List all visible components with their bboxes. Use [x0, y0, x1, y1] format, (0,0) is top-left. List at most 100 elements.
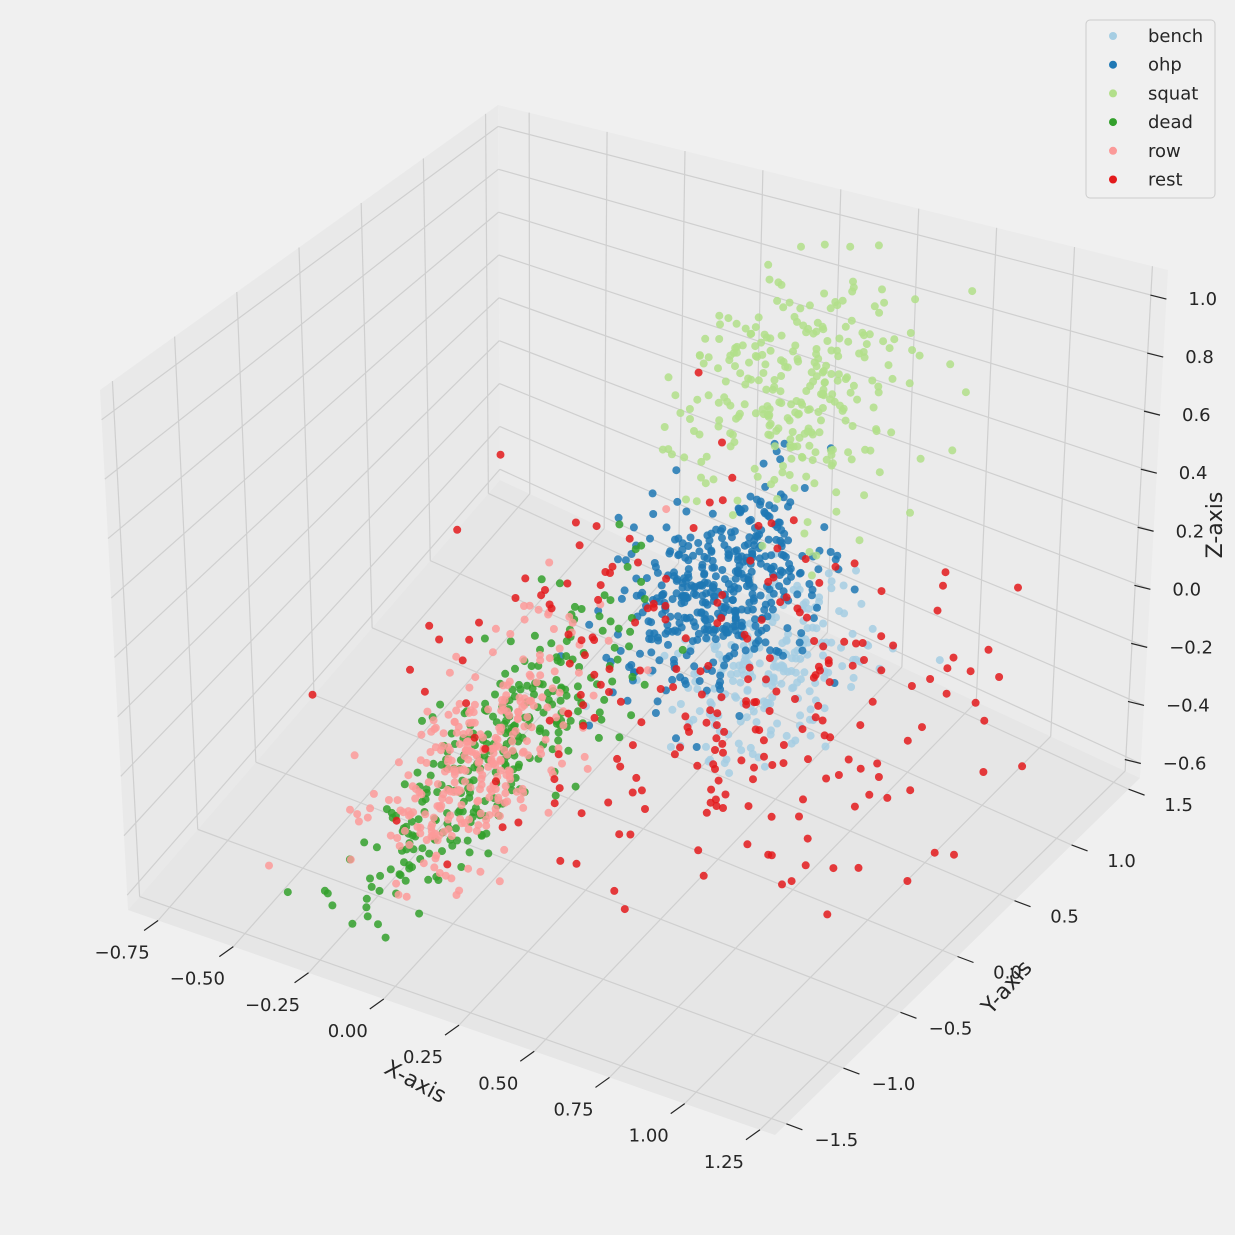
point-rest — [860, 656, 868, 664]
point-ohp — [761, 600, 770, 609]
point-squat — [841, 416, 850, 425]
point-ohp — [755, 554, 764, 563]
point-squat — [786, 435, 795, 444]
point-bench — [837, 643, 845, 652]
point-rest — [772, 687, 781, 696]
point-row — [494, 793, 503, 802]
point-rest — [697, 690, 706, 699]
z-tick-label: 0.2 — [1176, 521, 1205, 542]
point-rest — [791, 695, 799, 703]
point-rest — [556, 856, 565, 865]
point-dead — [530, 690, 538, 699]
point-rest — [637, 718, 646, 727]
point-squat — [948, 446, 957, 455]
point-bench — [803, 624, 812, 633]
z-tick — [1137, 526, 1154, 532]
point-squat — [906, 329, 915, 337]
pane-left — [100, 105, 500, 910]
point-rest — [754, 521, 763, 530]
point-rest — [966, 667, 975, 676]
point-bench — [787, 739, 796, 748]
point-row — [474, 758, 483, 767]
point-rest — [641, 805, 649, 813]
point-squat — [764, 430, 773, 439]
point-squat — [862, 340, 871, 349]
z-grid-back — [497, 125, 1167, 300]
point-dead — [610, 643, 619, 652]
x-grid-back — [678, 151, 686, 564]
point-dead — [348, 919, 357, 928]
point-squat — [762, 385, 771, 394]
y-grid-left — [422, 158, 431, 561]
point-row — [543, 703, 552, 712]
point-row — [437, 801, 446, 810]
point-row — [353, 810, 362, 819]
point-rest — [625, 534, 634, 543]
x-grid-back — [975, 227, 998, 702]
point-rest — [877, 666, 886, 675]
point-squat — [765, 275, 774, 284]
point-rest — [757, 615, 766, 624]
point-ohp — [757, 626, 766, 635]
point-rest — [616, 697, 625, 706]
point-ohp — [772, 535, 781, 544]
point-row — [519, 655, 528, 664]
point-row — [496, 766, 505, 775]
point-row — [394, 758, 403, 767]
point-row — [444, 825, 453, 834]
point-row — [485, 793, 494, 802]
point-rest — [737, 756, 746, 765]
point-squat — [820, 240, 829, 249]
point-dead — [627, 711, 636, 720]
point-squat — [800, 529, 809, 538]
point-ohp — [703, 621, 712, 630]
point-rest — [565, 659, 574, 668]
point-row — [452, 891, 461, 899]
point-row — [450, 770, 459, 779]
point-row — [589, 691, 598, 700]
point-ohp — [783, 624, 792, 633]
point-rest — [596, 581, 605, 590]
point-row — [485, 811, 494, 820]
point-ohp — [730, 527, 739, 536]
point-dead — [595, 612, 604, 621]
point-squat — [751, 409, 760, 418]
point-ohp — [785, 567, 794, 575]
point-bench — [676, 700, 685, 708]
point-dead — [556, 658, 565, 667]
point-dead — [631, 545, 640, 554]
point-squat — [733, 496, 742, 505]
point-rest — [802, 613, 811, 622]
point-row — [525, 670, 534, 679]
point-rest — [818, 716, 827, 725]
point-squat — [832, 488, 841, 497]
point-ohp — [661, 629, 670, 638]
point-squat — [736, 369, 745, 378]
point-bench — [738, 665, 747, 674]
point-row — [545, 654, 554, 663]
point-rest — [564, 630, 573, 639]
point-row — [511, 727, 520, 735]
y-tick-label: 1.0 — [1107, 851, 1136, 872]
point-ohp — [735, 712, 744, 720]
point-squat — [861, 445, 870, 454]
point-rest — [798, 725, 807, 734]
point-ohp — [752, 495, 761, 504]
point-squat — [770, 383, 779, 391]
point-squat — [879, 337, 888, 346]
point-rest — [550, 775, 559, 784]
point-dead — [600, 591, 609, 600]
point-squat — [911, 295, 920, 304]
point-squat — [794, 410, 802, 419]
point-squat — [848, 422, 857, 430]
point-ohp — [706, 615, 715, 624]
point-row — [520, 615, 529, 624]
point-dead — [606, 596, 615, 605]
point-dead — [376, 871, 385, 880]
point-dead — [426, 771, 435, 780]
legend-marker-row — [1109, 146, 1117, 155]
point-ohp — [783, 577, 791, 586]
point-squat — [812, 362, 821, 371]
point-bench — [695, 707, 704, 716]
point-row — [430, 863, 439, 872]
